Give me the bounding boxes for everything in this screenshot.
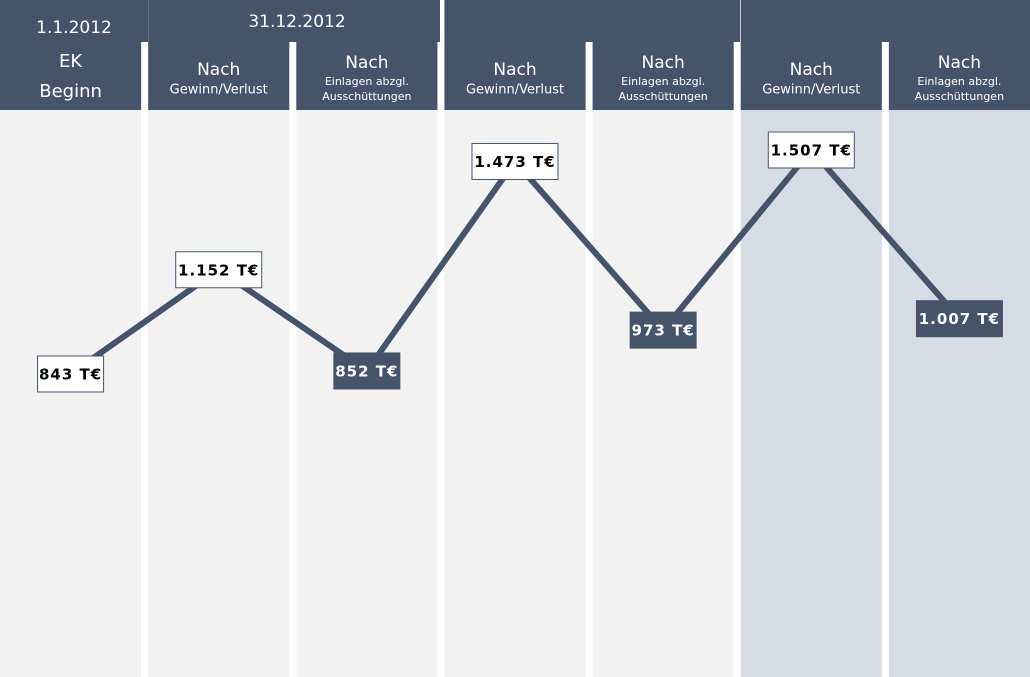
category-label: Nach bbox=[493, 60, 536, 80]
value-label-box bbox=[471, 142, 559, 180]
value-label-text: 973 T€ bbox=[632, 322, 695, 340]
column-header bbox=[592, 42, 734, 110]
header-date: 1.1.2012 bbox=[36, 18, 112, 38]
category-label: Nach bbox=[790, 60, 833, 80]
group-header bbox=[148, 0, 438, 42]
value-label: 1.473 T€ bbox=[471, 142, 559, 180]
column-header bbox=[444, 42, 586, 110]
value-label-text: 1.152 T€ bbox=[178, 261, 259, 279]
value-label-box bbox=[915, 300, 1003, 338]
value-label: 852 T€ bbox=[333, 352, 401, 390]
column-background bbox=[444, 110, 586, 677]
category-label: Einlagen abzgl. bbox=[621, 75, 705, 88]
value-label-box bbox=[767, 131, 855, 169]
value-label-text: 1.507 T€ bbox=[771, 142, 852, 160]
category-label: EK bbox=[59, 51, 83, 72]
value-label-box bbox=[37, 355, 105, 393]
value-label: 1.152 T€ bbox=[175, 251, 263, 289]
value-label: 1.007 T€ bbox=[915, 300, 1003, 338]
value-label-box bbox=[629, 311, 697, 349]
category-label: Gewinn/Verlust bbox=[170, 83, 268, 98]
value-label-text: 1.007 T€ bbox=[919, 310, 1000, 328]
category-label: Gewinn/Verlust bbox=[466, 83, 564, 98]
category-label: Einlagen abzgl. bbox=[325, 75, 409, 88]
value-label: 843 T€ bbox=[37, 355, 105, 393]
column-background bbox=[0, 110, 142, 677]
category-label: Nach bbox=[642, 53, 685, 73]
category-label: Gewinn/Verlust bbox=[762, 83, 860, 98]
value-label-box bbox=[333, 352, 401, 390]
column-header bbox=[740, 42, 882, 110]
value-label-box bbox=[175, 251, 263, 289]
group-header bbox=[740, 0, 1030, 42]
value-label-text: 852 T€ bbox=[335, 362, 398, 380]
column-header bbox=[0, 42, 142, 110]
value-label-text: 843 T€ bbox=[39, 366, 102, 384]
category-label: Ausschüttungen bbox=[619, 90, 708, 103]
category-label: Ausschüttungen bbox=[915, 90, 1004, 103]
category-label: Einlagen abzgl. bbox=[917, 75, 1001, 88]
group-header bbox=[0, 0, 148, 42]
column-background bbox=[592, 110, 734, 677]
column-background bbox=[888, 110, 1030, 677]
column-background bbox=[148, 110, 290, 677]
category-label: Ausschüttungen bbox=[322, 90, 411, 103]
category-label: Beginn bbox=[39, 81, 102, 102]
group-header bbox=[444, 0, 734, 42]
header-date: 31.12.2012 bbox=[248, 12, 345, 32]
column-header bbox=[148, 42, 290, 110]
column-background bbox=[296, 110, 438, 677]
value-label-text: 1.473 T€ bbox=[474, 153, 555, 171]
column-header bbox=[888, 42, 1030, 110]
category-label: Nach bbox=[345, 53, 388, 73]
value-label: 973 T€ bbox=[629, 311, 697, 349]
category-label: Nach bbox=[197, 60, 240, 80]
column-background bbox=[740, 110, 882, 677]
column-header bbox=[296, 42, 438, 110]
value-label: 1.507 T€ bbox=[767, 131, 855, 169]
category-label: Nach bbox=[938, 53, 981, 73]
